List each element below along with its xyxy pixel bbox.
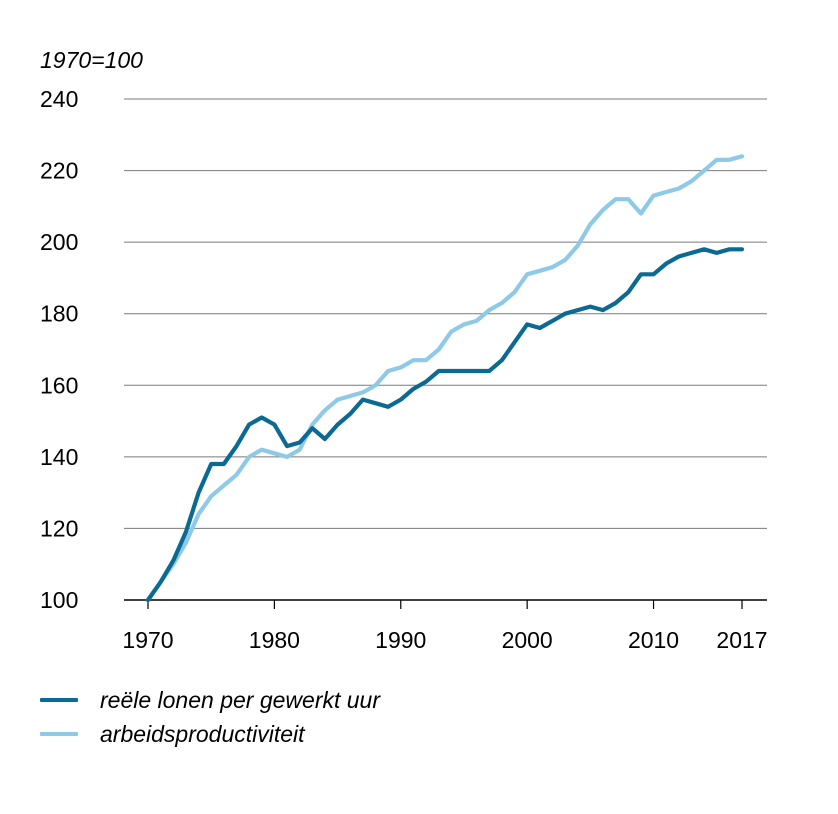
y-tick-label: 100 bbox=[40, 587, 78, 613]
y-tick-labels: 100 120 140 160 180 200 220 240 bbox=[40, 86, 78, 613]
x-tick-label: 2017 bbox=[716, 627, 767, 653]
y-tick-label: 140 bbox=[40, 444, 78, 470]
series-lines bbox=[145, 154, 745, 603]
y-tick-label: 240 bbox=[40, 86, 78, 112]
y-tick-label: 200 bbox=[40, 229, 78, 255]
x-tick-label: 1970 bbox=[122, 627, 173, 653]
y-unit-label: 1970=100 bbox=[40, 47, 143, 73]
x-tick-label: 1980 bbox=[249, 627, 300, 653]
x-tick-labels: 1970 1980 1990 2000 2010 2017 bbox=[122, 600, 768, 653]
y-tick-label: 160 bbox=[40, 372, 78, 398]
x-tick-label: 1990 bbox=[375, 627, 426, 653]
gridlines bbox=[124, 98, 767, 601]
legend-label-wages: reële lonen per gewerkt uur bbox=[100, 686, 380, 713]
legend-item-wages: reële lonen per gewerkt uur bbox=[40, 683, 380, 717]
y-tick-label: 180 bbox=[40, 301, 78, 327]
x-tick-label: 2010 bbox=[628, 627, 679, 653]
legend-item-productivity: arbeidsproductiviteit bbox=[40, 717, 380, 751]
legend-swatch-wages bbox=[40, 698, 78, 702]
series-line-wages bbox=[145, 247, 745, 603]
legend: reële lonen per gewerkt uur arbeidsprodu… bbox=[40, 683, 380, 751]
legend-swatch-productivity bbox=[40, 732, 78, 736]
y-tick-label: 120 bbox=[40, 515, 78, 541]
y-tick-label: 220 bbox=[40, 158, 78, 184]
x-tick-label: 2000 bbox=[502, 627, 553, 653]
legend-label-productivity: arbeidsproductiviteit bbox=[100, 720, 305, 747]
series-line-productivity bbox=[145, 154, 745, 603]
